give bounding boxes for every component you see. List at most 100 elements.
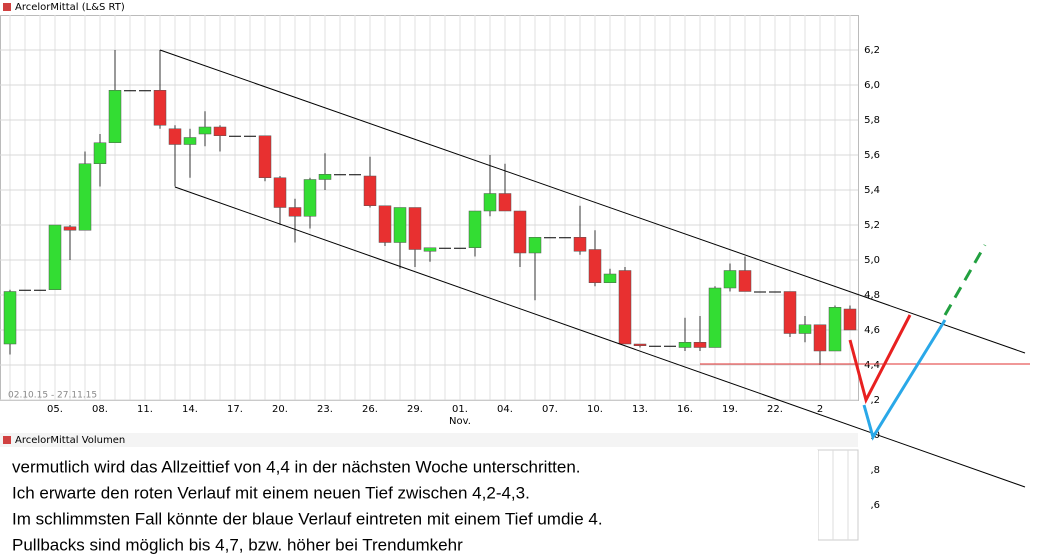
candle-body (769, 291, 781, 293)
title-icon (3, 3, 11, 11)
candle-body (603, 273, 617, 283)
y-axis: 05. 08. 11. 14. 17. 20. 23. 26. 29. 01. 04. 07. 10. 1… (47, 45, 880, 511)
x-tick-label: 11. (137, 404, 153, 415)
volume-grid (832, 450, 849, 540)
y-tick-label: 4,4 (864, 360, 880, 371)
candle-body (664, 345, 676, 347)
x-tick-label: 05. (47, 404, 63, 415)
candle-body (439, 247, 451, 249)
volume-area (817, 449, 859, 541)
candle-body (334, 174, 346, 176)
candle-body (378, 205, 392, 243)
candle-body (63, 226, 77, 231)
candle-body (649, 345, 661, 347)
y-tick-label: 5,6 (864, 150, 880, 161)
x-tick-label: 17. (227, 404, 243, 415)
candle-body (349, 174, 361, 176)
y-tick-label: 6,2 (864, 45, 880, 56)
candle-body (153, 90, 167, 126)
candle-body (498, 193, 512, 212)
x-tick-label: 13. (632, 404, 648, 415)
candle-body (139, 90, 151, 92)
x-tick-label: 10. (587, 404, 603, 415)
candles (3, 50, 857, 365)
y-tick-label: 5,0 (864, 255, 880, 266)
channel-upper (159, 49, 1026, 354)
x-tick-label: 23. (317, 404, 333, 415)
candle-body (183, 137, 197, 145)
y-tick-label: 5,8 (864, 115, 880, 126)
candle-body (423, 247, 437, 252)
candle-body (34, 289, 46, 291)
candle-body (559, 237, 571, 239)
chart-title: ArcelorMittal (L&S RT) (15, 2, 125, 13)
candle-body (318, 174, 332, 180)
candle-body (198, 126, 212, 135)
candle-body (168, 128, 182, 145)
month-label: Nov. (449, 416, 471, 427)
volume-header (0, 433, 858, 447)
candle-body (244, 135, 256, 137)
y-tick-label: 5,4 (864, 185, 880, 196)
x-tick-label: 04. (497, 404, 513, 415)
y-tick-label: ,6 (870, 500, 880, 511)
candle-body (813, 324, 827, 352)
x-tick-label: 08. (92, 404, 108, 415)
x-tick-label: 29. (407, 404, 423, 415)
x-tick-label: 22. (767, 404, 783, 415)
candle-body (124, 90, 136, 92)
candle-body (93, 142, 107, 164)
candle-body (288, 207, 302, 217)
y-tick-label: ,8 (870, 465, 880, 476)
y-tick-label: 6,0 (864, 80, 880, 91)
candle-body (258, 135, 272, 178)
candle-body (618, 270, 632, 345)
y-tick-label: 4,6 (864, 325, 880, 336)
x-tick-label: 20. (272, 404, 288, 415)
range-label: 02.10.15 - 27.11.15 (8, 391, 97, 401)
candle-body (363, 175, 377, 206)
channel-lower (174, 186, 1026, 488)
comment-line: vermutlich wird das Allzeittief von 4,4 … (12, 457, 581, 476)
volume-title: ArcelorMittal Volumen (15, 435, 125, 446)
candle-body (108, 90, 122, 143)
candle-body (229, 135, 241, 137)
candle-body (708, 287, 722, 348)
x-tick-label: 07. (542, 404, 558, 415)
candle-body (273, 177, 287, 208)
candle-body (754, 291, 766, 293)
candle-body (843, 308, 857, 331)
blue-path (862, 319, 947, 441)
x-tick-label: 19. (722, 404, 738, 415)
comment-line: Pullbacks sind möglich bis 4,7, bzw. höh… (12, 535, 463, 554)
candle-body (213, 126, 227, 136)
y-tick-label: ,2 (870, 395, 880, 406)
candle-body (393, 207, 407, 243)
candle-body (3, 291, 17, 345)
candle-body (783, 291, 797, 334)
candle-body (303, 179, 317, 217)
candle-body (544, 237, 556, 239)
red-path (848, 314, 912, 405)
candle-body (48, 224, 62, 290)
x-tick-label: 2 (817, 404, 823, 415)
candle-body (78, 163, 92, 231)
volume-icon (3, 436, 11, 444)
x-tick-label: 26. (362, 404, 378, 415)
candle-body (454, 247, 466, 249)
candle-body (693, 342, 707, 348)
candle-body (513, 210, 527, 254)
candle-body (738, 270, 752, 292)
x-tick-label: 14. (182, 404, 198, 415)
candle-body (468, 210, 482, 248)
candle-body (798, 324, 812, 334)
comment-box (0, 450, 818, 558)
green-path (943, 244, 987, 316)
comment-line: Im schlimmsten Fall könnte der blaue Ver… (12, 509, 603, 528)
drawings (159, 49, 1030, 488)
comment-line: Ich erwarte den roten Verlauf mit einem … (12, 483, 530, 502)
candle-body (528, 237, 542, 254)
candle-body (483, 193, 497, 212)
x-tick-label: 01. (452, 404, 468, 415)
